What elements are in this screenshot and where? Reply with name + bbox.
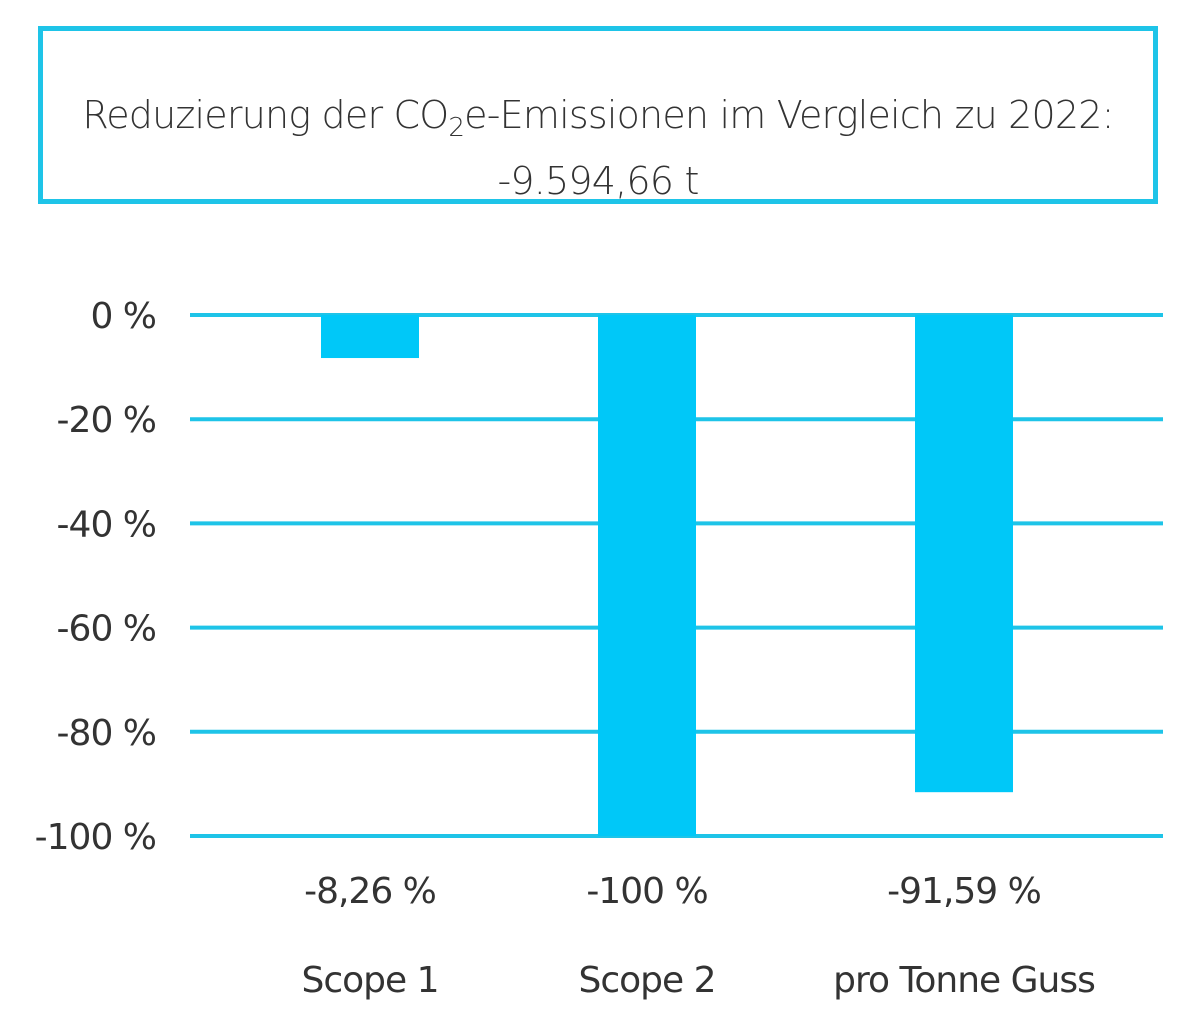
title-prefix: Reduzierung der CO xyxy=(82,93,449,137)
y-tick-label: -20 % xyxy=(57,400,156,441)
x-category-label: Scope 1 xyxy=(301,960,438,1001)
x-category-label: pro Tonne Guss xyxy=(833,960,1095,1001)
x-category-label: Scope 2 xyxy=(578,960,715,1001)
y-tick-label: -60 % xyxy=(57,609,156,650)
data-label: -100 % xyxy=(586,871,707,912)
y-tick-label: -100 % xyxy=(35,817,156,858)
y-tick-label: 0 % xyxy=(90,296,156,337)
chart-title: Reduzierung der CO2e-Emissionen im Vergl… xyxy=(43,93,1153,141)
bar-scope-2 xyxy=(598,315,696,836)
y-tick-label: -80 % xyxy=(57,713,156,754)
bar-scope-1 xyxy=(321,315,419,359)
title-suffix: e-Emissionen im Vergleich zu 2022: xyxy=(464,93,1114,137)
data-label: -8,26 % xyxy=(304,871,436,912)
title-box: Reduzierung der CO2e-Emissionen im Vergl… xyxy=(38,26,1158,204)
y-tick-label: -40 % xyxy=(57,504,156,545)
data-label: -91,59 % xyxy=(887,871,1041,912)
title-subscript: 2 xyxy=(448,113,465,143)
total-reduction: -9.594,66 t xyxy=(497,159,699,203)
bar-pro-tonne-guss xyxy=(915,315,1013,793)
